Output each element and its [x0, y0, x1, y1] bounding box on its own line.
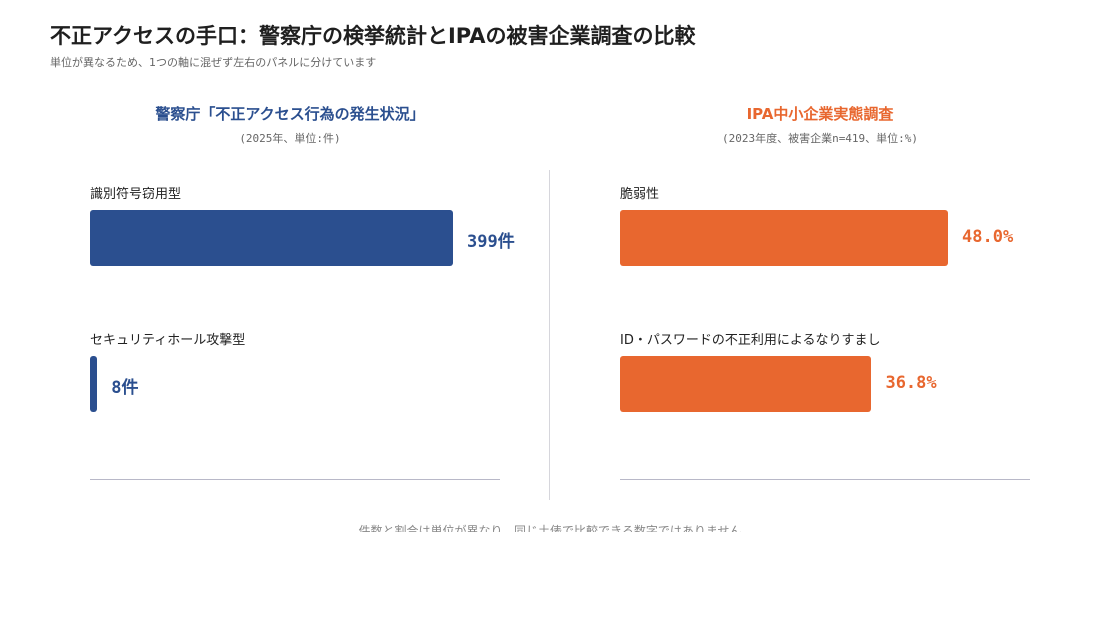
right-category-label-0: 脆弱性 — [620, 187, 660, 202]
left-panel-subtitle: (2025年、単位:件) — [239, 132, 341, 145]
right-panel-subtitle: (2023年度、被害企業n=419、単位:%) — [721, 132, 919, 145]
right-category-label-1: ID・パスワードの不正利用によるなりすまし — [620, 333, 881, 348]
left-bar-1 — [90, 356, 98, 412]
chart-title: 不正アクセスの手口：警察庁の検挙統計とIPAの被害企業調査の比較 — [50, 24, 696, 48]
left-category-label-1: セキュリティホール攻撃型 — [90, 333, 246, 348]
right-value-label-1: 36.8% — [885, 373, 937, 393]
right-baseline — [620, 479, 1030, 480]
left-baseline — [90, 479, 500, 480]
left-category-label-0: 識別符号窃用型 — [90, 187, 182, 202]
chart-subtitle: 単位が異なるため、1つの軸に混ぜず左右のパネルに分けています — [50, 56, 377, 69]
right-bar-0 — [620, 210, 948, 266]
footnote: 件数と割合は単位が異なり、同じ土俵で比較できる数字ではありません — [358, 524, 742, 532]
left-bar-0 — [90, 210, 453, 266]
left-panel-title: 警察庁「不正アクセス行為の発生状況」 — [155, 105, 425, 123]
left-value-label-1: 8件 — [111, 378, 139, 398]
panel-divider — [549, 170, 550, 500]
right-panel-title: IPA中小企業実態調査 — [746, 105, 894, 123]
left-value-label-0: 399件 — [467, 232, 515, 252]
right-value-label-0: 48.0% — [962, 227, 1014, 247]
right-bar-1 — [620, 356, 872, 412]
